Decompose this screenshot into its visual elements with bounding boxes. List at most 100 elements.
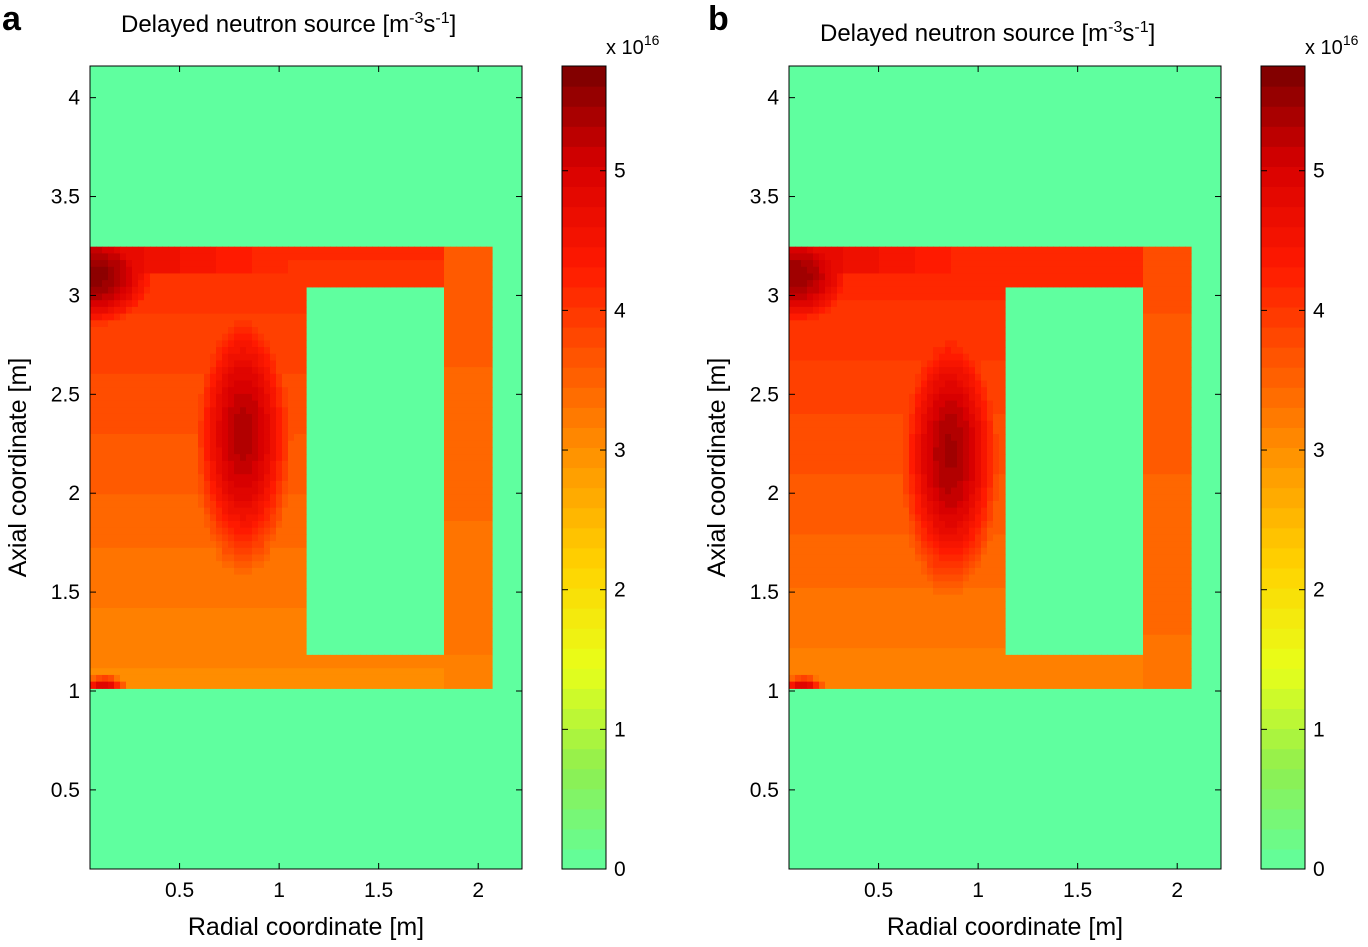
heat-cell [819,541,826,549]
heat-cell [873,400,880,408]
heat-cell [909,654,916,663]
heat-cell [252,474,259,482]
heat-cell [210,280,217,288]
heat-cell [150,541,157,549]
heat-cell [849,561,856,569]
heat-cell [450,313,457,321]
heat-cell [873,608,880,616]
heat-cell [366,273,373,281]
heat-cell [108,340,115,348]
heat-cell [138,326,145,335]
heat-cell [474,534,481,542]
heat-cell [861,293,868,301]
heat-cell [186,293,193,301]
heat-cell [873,266,880,275]
heat-cell [282,373,289,382]
heat-cell [174,648,181,656]
heat-cell [855,614,862,623]
heat-cell [270,648,277,656]
heat-cell [108,527,115,536]
heat-cell [336,266,343,275]
heat-cell [480,393,487,402]
heat-cell [468,447,475,455]
heat-cell [246,547,253,556]
heat-cell [891,300,898,308]
heat-cell [282,628,289,636]
heat-cell [282,313,289,321]
heat-cell [270,320,277,328]
heat-cell [174,413,181,422]
heat-cell [288,541,295,549]
heat-cell [789,654,796,663]
heat-cell [120,487,127,495]
heat-cell [276,427,283,435]
heat-cell [396,273,403,281]
heat-cell [276,487,283,495]
heat-cell [144,601,151,609]
heat-cell [921,360,928,368]
heat-cell [813,387,820,395]
heat-cell [915,400,922,408]
heat-cell [204,521,211,529]
heat-cell [258,594,265,602]
heat-cell [468,628,475,636]
heat-cell [102,246,109,254]
heat-cell [474,547,481,556]
heat-cell [444,393,451,402]
heat-cell [276,326,283,335]
heat-cell [903,353,910,362]
heat-cell [90,614,97,623]
heat-cell [789,500,796,509]
heat-cell [288,581,295,589]
heat-cell [180,400,187,408]
heat-cell [168,260,175,268]
heat-cell [150,300,157,308]
heat-cell [258,407,265,415]
heat-cell [456,413,463,422]
heat-cell [234,561,241,569]
heat-cell [909,367,916,375]
heat-cell [144,300,151,308]
heat-cell [294,614,301,623]
heat-cell [276,300,283,308]
heat-cell [156,306,163,315]
heat-cell [264,628,271,636]
heat-cell [897,594,904,602]
heat-cell [162,286,169,295]
heat-cell [132,628,139,636]
heat-cell [873,507,880,515]
heat-cell [897,454,904,462]
heat-cell [222,427,229,435]
heat-cell [789,574,796,582]
heat-cell [102,561,109,569]
heat-cell [222,554,229,562]
heat-cell [486,648,493,656]
heat-cell [468,420,475,428]
heat-cell [867,326,874,335]
heat-cell [879,326,886,335]
heat-cell [372,273,379,281]
heat-cell [132,601,139,609]
heat-cell [222,674,229,683]
heat-cell [180,280,187,288]
heat-cell [216,467,223,475]
heat-cell [825,273,832,281]
heat-cell [801,367,808,375]
heat-cell [474,273,481,281]
heat-cell [879,474,886,482]
heat-cell [114,413,121,422]
heat-cell [288,500,295,509]
heat-cell [144,434,151,442]
heat-cell [897,353,904,362]
heat-cell [462,280,469,288]
heat-cell [396,681,403,689]
heat-cell [240,514,247,522]
heat-cell [807,353,814,362]
heat-cell [813,480,820,489]
heat-cell [789,340,796,348]
heat-cell [144,561,151,569]
y-axis-label: Axial coordinate [m] [4,358,32,578]
heat-cell [264,507,271,515]
heat-cell [198,561,205,569]
heat-cell [102,541,109,549]
